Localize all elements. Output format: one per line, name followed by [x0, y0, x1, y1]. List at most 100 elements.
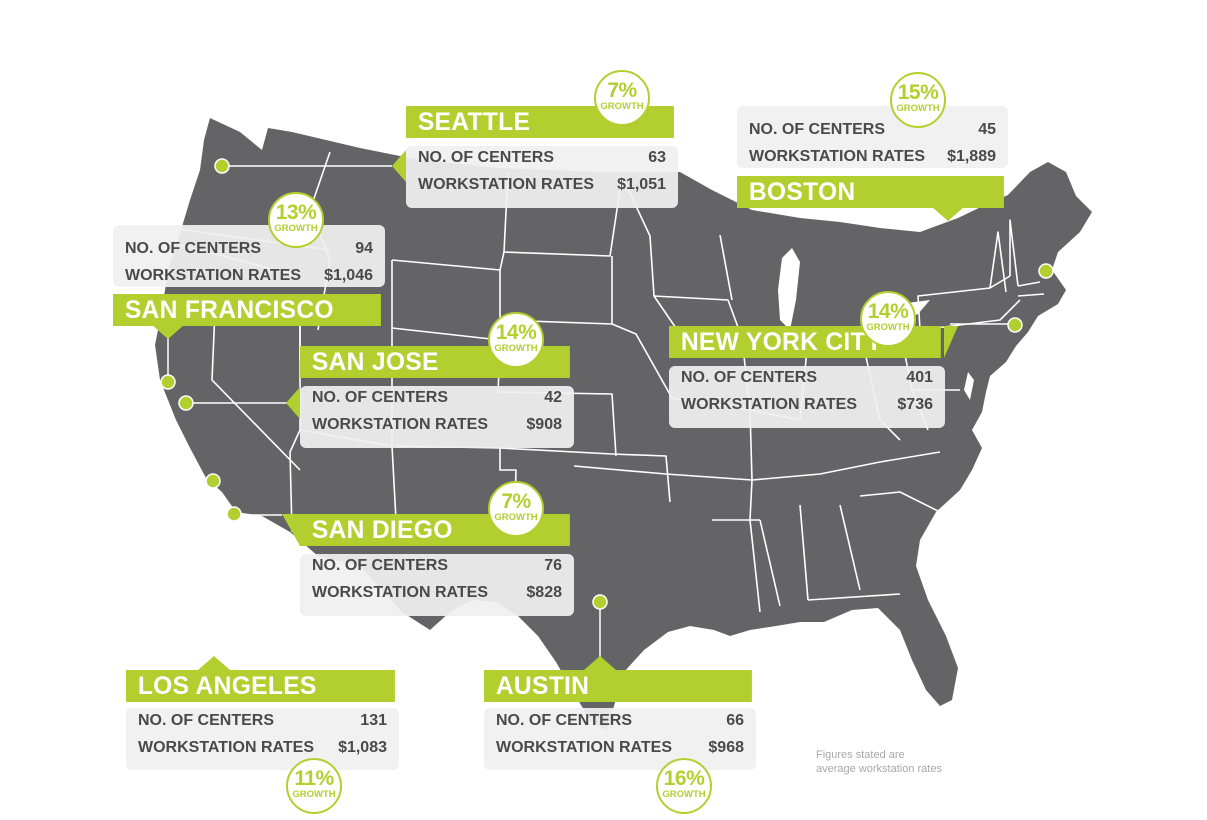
rates-row: WORKSTATION RATES $968 — [496, 738, 744, 758]
state-border — [839, 504, 861, 591]
city-card-boston: NO. OF CENTERS 45 WORKSTATION RATES $1,8… — [737, 106, 1008, 208]
growth-label: GROWTH — [866, 322, 910, 333]
growth-label: GROWTH — [494, 343, 538, 354]
location-dot-la[interactable] — [205, 473, 221, 489]
growth-percent: 14% — [867, 300, 909, 323]
state-border — [653, 295, 743, 339]
rates-row: WORKSTATION RATES $736 — [681, 395, 933, 415]
rates-value: $968 — [708, 739, 744, 756]
centers-label: NO. OF CENTERS — [681, 369, 818, 386]
card-pointer-sf — [152, 325, 184, 339]
location-dot-seattle[interactable] — [214, 158, 230, 174]
card-pointer-boston — [932, 207, 964, 221]
state-border — [759, 519, 781, 607]
growth-percent: 13% — [275, 201, 317, 224]
centers-label: NO. OF CENTERS — [312, 557, 449, 574]
location-dot-austin[interactable] — [592, 594, 608, 610]
city-name-sf: SAN FRANCISCO — [113, 294, 381, 326]
growth-percent: 7% — [501, 490, 531, 513]
growth-label: GROWTH — [662, 789, 706, 800]
growth-badge-nyc: 14% GROWTH — [860, 291, 916, 347]
rates-row: WORKSTATION RATES $1,889 — [749, 147, 996, 167]
city-stats-panel — [300, 554, 574, 616]
growth-badge-la: 11% GROWTH — [286, 758, 342, 814]
state-border — [807, 593, 901, 601]
growth-badge-austin: 16% GROWTH — [656, 758, 712, 814]
state-border — [573, 465, 667, 475]
rates-value: $908 — [526, 416, 562, 433]
footnote-line-1: Figures stated are — [816, 749, 905, 761]
growth-percent: 11% — [294, 767, 334, 790]
location-dot-sandiego[interactable] — [226, 506, 242, 522]
growth-percent: 15% — [897, 81, 939, 104]
state-border — [503, 171, 623, 257]
card-pointer-austin — [584, 656, 616, 670]
rates-label: WORKSTATION RATES — [138, 739, 314, 756]
growth-label: GROWTH — [600, 101, 644, 112]
rates-label: WORKSTATION RATES — [312, 584, 488, 601]
state-border — [211, 309, 301, 471]
city-name-austin: AUSTIN — [484, 670, 752, 702]
centers-value: 94 — [355, 240, 373, 257]
state-border — [1009, 219, 1019, 287]
city-stats-panel — [484, 708, 756, 770]
city-name-la: LOS ANGELES — [126, 670, 395, 702]
location-dot-sanjose[interactable] — [178, 395, 194, 411]
card-pointer-sanjose — [286, 387, 300, 419]
card-pointer-sandiego — [282, 514, 300, 546]
city-card-sf: NO. OF CENTERS 94 WORKSTATION RATES $1,0… — [113, 225, 385, 326]
growth-badge-seattle: 7% GROWTH — [594, 70, 650, 126]
centers-row: NO. OF CENTERS 401 — [681, 368, 933, 388]
centers-label: NO. OF CENTERS — [418, 149, 555, 166]
growth-percent: 16% — [663, 767, 705, 790]
growth-badge-sf: 13% GROWTH — [268, 192, 324, 248]
city-stats-panel — [126, 708, 399, 770]
state-border — [1017, 293, 1045, 297]
state-border — [799, 504, 809, 601]
city-card-seattle: SEATTLE NO. OF CENTERS 63 WORKSTATION RA… — [406, 106, 678, 210]
centers-value: 131 — [360, 712, 387, 729]
centers-row: NO. OF CENTERS 45 — [749, 120, 996, 140]
centers-label: NO. OF CENTERS — [312, 389, 449, 406]
chesapeake-shape — [964, 372, 974, 400]
centers-row: NO. OF CENTERS 63 — [418, 148, 666, 168]
centers-value: 66 — [726, 712, 744, 729]
centers-row: NO. OF CENTERS 131 — [138, 711, 387, 731]
centers-row: NO. OF CENTERS 94 — [125, 239, 373, 259]
rates-label: WORKSTATION RATES — [681, 396, 857, 413]
location-dot-nyc[interactable] — [1007, 317, 1023, 333]
rates-row: WORKSTATION RATES $1,046 — [125, 266, 373, 286]
city-card-la: LOS ANGELES NO. OF CENTERS 131 WORKSTATI… — [126, 670, 399, 772]
state-border — [499, 251, 505, 271]
rates-row: WORKSTATION RATES $828 — [312, 583, 562, 603]
centers-label: NO. OF CENTERS — [125, 240, 262, 257]
state-border — [391, 327, 501, 341]
rates-value: $1,046 — [324, 267, 373, 284]
city-name-boston: BOSTON — [737, 176, 1004, 208]
rates-label: WORKSTATION RATES — [496, 739, 672, 756]
rates-row: WORKSTATION RATES $1,051 — [418, 175, 666, 195]
centers-row: NO. OF CENTERS 66 — [496, 711, 744, 731]
card-pointer-seattle — [392, 150, 406, 182]
rates-value: $736 — [897, 396, 933, 413]
rates-value: $828 — [526, 584, 562, 601]
growth-label: GROWTH — [274, 223, 318, 234]
rates-row: WORKSTATION RATES $1,083 — [138, 738, 387, 758]
centers-value: 42 — [544, 389, 562, 406]
city-stats-panel — [300, 386, 574, 448]
city-stats-panel — [406, 146, 678, 208]
location-dot-sf[interactable] — [160, 374, 176, 390]
centers-value: 401 — [906, 369, 933, 386]
state-border — [499, 447, 671, 503]
lake-michigan-shape — [778, 248, 800, 330]
card-pointer-nyc — [944, 326, 958, 358]
location-dot-boston[interactable] — [1038, 263, 1054, 279]
state-border — [665, 473, 761, 613]
state-border — [751, 451, 941, 481]
rates-label: WORKSTATION RATES — [125, 267, 301, 284]
rates-label: WORKSTATION RATES — [312, 416, 488, 433]
rates-value: $1,083 — [338, 739, 387, 756]
footnote: Figures stated are average workstation r… — [816, 748, 942, 776]
centers-label: NO. OF CENTERS — [138, 712, 275, 729]
